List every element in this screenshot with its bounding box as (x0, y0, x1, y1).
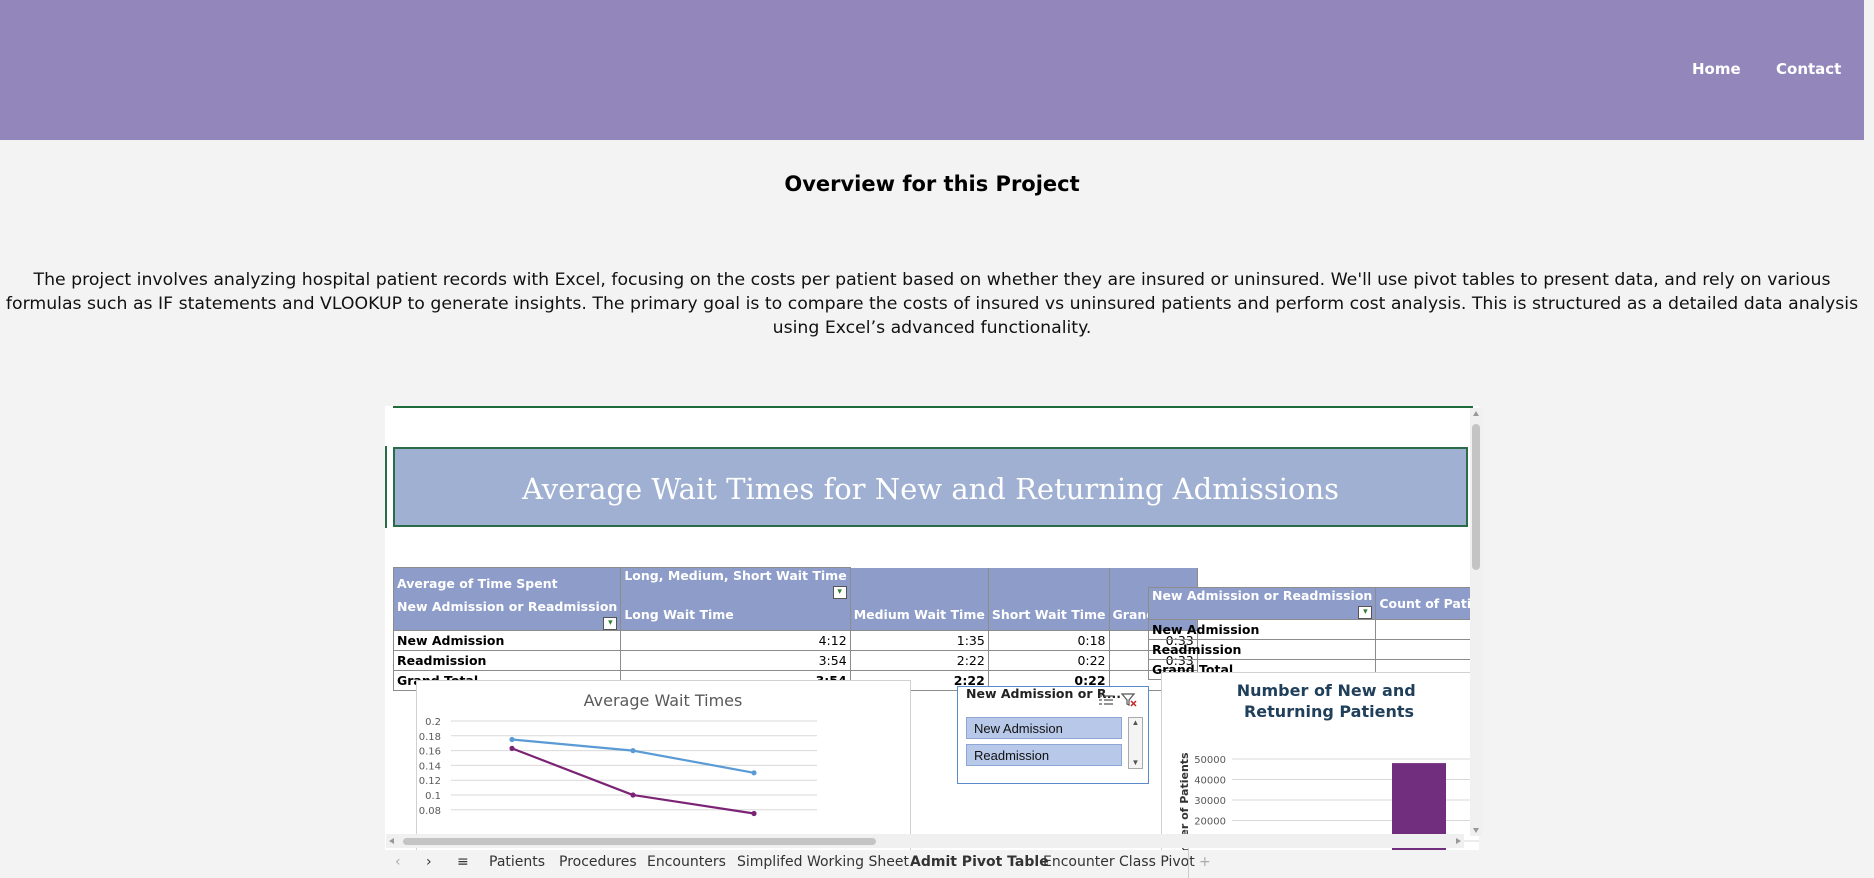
column-header: Medium Wait Time (849, 599, 989, 631)
slicer-title: New Admission or R... (966, 686, 1121, 701)
clear-filter-icon[interactable] (1121, 693, 1137, 707)
site-header: Home Contact (0, 0, 1864, 140)
scroll-down-icon[interactable]: ▼ (1131, 758, 1140, 767)
column-header: Long Wait Time (620, 599, 851, 631)
y-tick-label: 20000 (1194, 817, 1226, 828)
y-tick-label: 0.1 (425, 791, 441, 802)
y-axis-label: Number of Patients (1178, 752, 1191, 850)
bar-chart-svg: Number of New and Returning Patients Num… (1178, 681, 1479, 850)
pivot-measure-header: Average of Time Spent (392, 567, 622, 599)
tab-patients[interactable]: Patients (489, 854, 546, 870)
row-label: New Admission (392, 630, 622, 651)
scroll-down-icon[interactable] (1473, 828, 1479, 833)
nav-contact-link[interactable]: Contact (1776, 60, 1842, 78)
table-row: Readmission4 (1147, 639, 1479, 660)
all-sheets-menu-icon[interactable]: ≡ (457, 854, 469, 870)
wait-time-pivot-table[interactable]: Average of Time Spent Long, Medium, Shor… (392, 567, 1198, 691)
pivot-column-field-header[interactable]: Long, Medium, Short Wait Time ▾ (620, 567, 851, 599)
filter-icon[interactable]: ▾ (603, 617, 618, 630)
cell: 0:18 (987, 630, 1110, 651)
sheet-banner[interactable]: Average Wait Times for New and Returning… (393, 447, 1468, 527)
embedded-spreadsheet[interactable]: Average Wait Times for New and Returning… (385, 406, 1479, 850)
admission-slicer[interactable]: New Admission or R... New Admission Read… (957, 686, 1149, 784)
tab-admit-pivot-table[interactable]: Admit Pivot Table (910, 854, 1049, 870)
vertical-scrollbar[interactable] (1470, 408, 1482, 836)
scroll-right-icon[interactable] (1456, 838, 1461, 844)
tab-procedures[interactable]: Procedures (559, 854, 637, 870)
data-point (751, 770, 757, 776)
banner-title: Average Wait Times for New and Returning… (521, 472, 1340, 506)
pivot-row-field-header[interactable]: New Admission or Readmission ▾ (1147, 587, 1377, 620)
column-field-label: Long, Medium, Short Wait Time (624, 568, 847, 583)
table-row: New Admission (1147, 619, 1479, 640)
row-label: New Admission (1147, 619, 1377, 640)
line-chart-svg: Average Wait Times 0.2 0.18 0.16 0.14 0.12 0.… (419, 691, 817, 817)
add-sheet-icon[interactable]: + (1199, 854, 1211, 870)
series-line (511, 747, 755, 815)
scroll-left-icon[interactable] (389, 838, 394, 844)
slicer-scrollbar[interactable]: ▲ ▼ (1128, 717, 1143, 769)
dropdown-icon[interactable]: ▾ (832, 586, 847, 599)
pivot-row-field-header[interactable]: New Admission or Readmission ▾ (392, 599, 622, 631)
tab-divider (1188, 848, 1189, 878)
chart-title: Average Wait Times (584, 691, 743, 710)
sheet-tabs-bar: ‹ › ≡ Patients Procedures Encounters Sim… (385, 848, 1479, 878)
slicer-item-new-admission[interactable]: New Admission (966, 717, 1122, 739)
cell: 2:22 (849, 650, 989, 671)
selection-border (385, 446, 387, 528)
new-returning-patients-chart[interactable]: Number of New and Returning Patients Num… (1161, 672, 1479, 850)
y-tick-label: 0.12 (419, 776, 441, 787)
next-sheet-icon[interactable]: › (426, 854, 432, 870)
cell: 1:35 (849, 630, 989, 651)
cell: 4 (1375, 639, 1479, 660)
y-tick-label: 0.2 (425, 717, 441, 728)
project-description: The project involves analyzing hospital … (5, 270, 1859, 338)
y-tick-label: 0.08 (419, 806, 441, 817)
page-title: Overview for this Project (784, 172, 1080, 196)
slicer-item-readmission[interactable]: Readmission (966, 744, 1122, 766)
table-row: Readmission 3:54 2:22 0:22 0:33 (392, 650, 1198, 671)
sheet-top-border (393, 406, 1473, 408)
chart-title: Number of New and Returning Patients (1237, 681, 1422, 721)
y-tick-label: 30000 (1194, 796, 1226, 807)
value-header: Count of Patien (1375, 587, 1479, 620)
row-label: Readmission (392, 650, 622, 671)
patient-count-pivot-table[interactable]: New Admission or Readmission ▾ Count of P… (1147, 587, 1479, 680)
chart-title-line-2: Returning Patients (1244, 702, 1414, 721)
row-label: Readmission (1147, 639, 1377, 660)
data-point (751, 810, 757, 817)
y-tick-label: 0.16 (419, 747, 441, 758)
filter-icon[interactable]: ▾ (1358, 606, 1373, 619)
multi-select-icon[interactable] (1098, 693, 1114, 707)
cell: 3:54 (620, 650, 851, 671)
y-tick-label: 0.18 (419, 732, 441, 743)
average-wait-times-chart[interactable]: Average Wait Times 0.2 0.18 0.16 0.14 0.12 0.… (416, 680, 911, 850)
series-line (511, 738, 755, 774)
row-field-label: New Admission or Readmission (397, 599, 618, 614)
prev-sheet-icon[interactable]: ‹ (395, 854, 401, 870)
y-tick-label: 40000 (1194, 776, 1226, 787)
cell: 0:22 (987, 650, 1110, 671)
data-point (509, 736, 515, 743)
cell: 4:12 (620, 630, 851, 651)
scroll-thumb[interactable] (403, 838, 876, 845)
nav-home-link[interactable]: Home (1692, 60, 1741, 78)
tab-encounters[interactable]: Encounters (647, 854, 726, 870)
scroll-up-icon[interactable] (1473, 411, 1479, 416)
tab-simplified-working-sheet[interactable]: Simplifed Working Sheet (737, 854, 909, 870)
y-tick-label: 0.14 (419, 761, 441, 772)
column-header: Short Wait Time (987, 599, 1110, 631)
horizontal-scrollbar[interactable] (386, 834, 1464, 848)
chart-title-line-1: Number of New and (1237, 681, 1416, 700)
data-point (630, 748, 636, 754)
data-point (630, 792, 636, 798)
table-row: New Admission 4:12 1:35 0:18 0:33 (392, 630, 1198, 651)
tab-encounter-class-pivot[interactable]: Encounter Class Pivot Ta (1043, 854, 1195, 870)
y-tick-label: 50000 (1194, 755, 1226, 766)
scroll-thumb[interactable] (1472, 424, 1480, 570)
cell (1375, 619, 1479, 640)
data-point (509, 745, 515, 751)
scroll-up-icon[interactable]: ▲ (1131, 718, 1140, 727)
row-field-label: New Admission or Readmission (1152, 588, 1373, 603)
